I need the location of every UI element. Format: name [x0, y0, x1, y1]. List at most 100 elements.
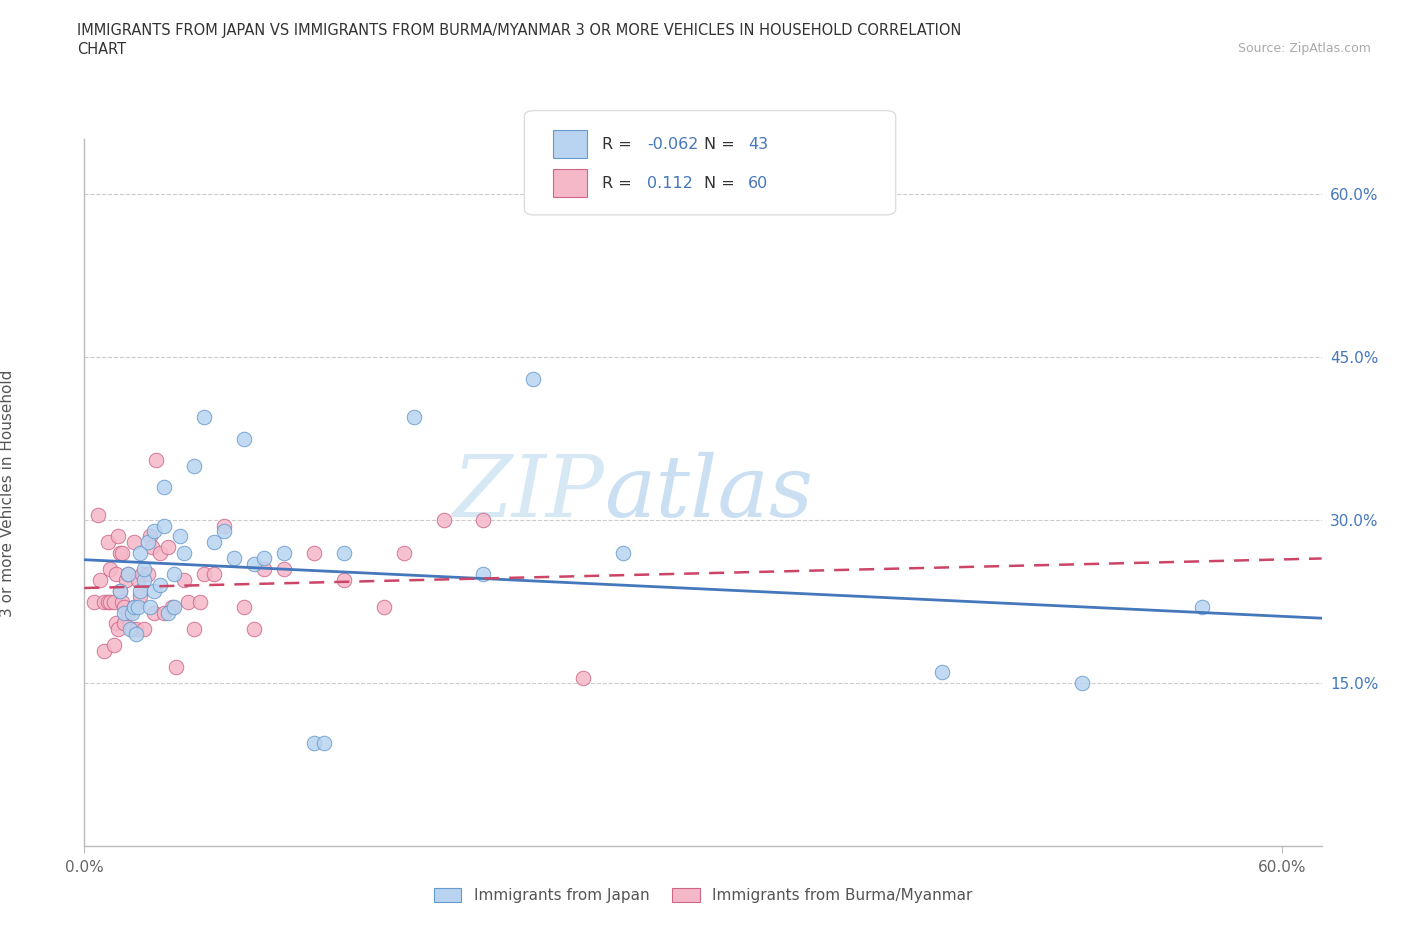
- Point: [153, 518, 176, 533]
- Point: [134, 573, 156, 588]
- Point: [333, 545, 356, 560]
- Point: [143, 605, 166, 620]
- Point: [117, 567, 139, 582]
- Point: [612, 545, 634, 560]
- Point: [134, 562, 156, 577]
- Text: N =: N =: [704, 137, 740, 152]
- Point: [222, 551, 245, 565]
- Point: [193, 567, 215, 582]
- Point: [141, 539, 163, 554]
- Text: R =: R =: [602, 176, 637, 191]
- Point: [253, 562, 276, 577]
- Point: [139, 600, 162, 615]
- Text: 43: 43: [748, 137, 769, 152]
- Y-axis label: 3 or more Vehicles in Household: 3 or more Vehicles in Household: [0, 369, 15, 617]
- Point: [157, 605, 180, 620]
- Point: [134, 621, 156, 636]
- Point: [373, 600, 395, 615]
- Point: [188, 594, 211, 609]
- Point: [145, 453, 167, 468]
- Text: 60: 60: [748, 176, 769, 191]
- Point: [931, 665, 953, 680]
- Point: [89, 573, 111, 588]
- Point: [160, 600, 183, 615]
- Text: ZIP: ZIP: [453, 452, 605, 534]
- Point: [111, 594, 134, 609]
- Point: [149, 578, 172, 592]
- Point: [333, 573, 356, 588]
- Point: [83, 594, 105, 609]
- Point: [233, 432, 256, 446]
- Point: [125, 627, 148, 642]
- Point: [139, 529, 162, 544]
- Text: 0.112: 0.112: [647, 176, 693, 191]
- Point: [98, 562, 121, 577]
- Text: CHART: CHART: [77, 42, 127, 57]
- Text: N =: N =: [704, 176, 740, 191]
- Text: Source: ZipAtlas.com: Source: ZipAtlas.com: [1237, 42, 1371, 55]
- Point: [111, 545, 134, 560]
- Point: [127, 573, 149, 588]
- Point: [143, 583, 166, 598]
- Point: [177, 594, 200, 609]
- Point: [98, 594, 121, 609]
- Point: [122, 600, 145, 615]
- Point: [472, 512, 495, 527]
- Point: [136, 535, 159, 550]
- Point: [163, 567, 186, 582]
- Point: [153, 480, 176, 495]
- Point: [110, 583, 132, 598]
- Point: [107, 621, 129, 636]
- Point: [253, 551, 276, 565]
- Legend: Immigrants from Japan, Immigrants from Burma/Myanmar: Immigrants from Japan, Immigrants from B…: [427, 882, 979, 910]
- Point: [193, 409, 215, 424]
- Point: [112, 616, 135, 631]
- Point: [107, 529, 129, 544]
- Point: [115, 573, 138, 588]
- Text: atlas: atlas: [605, 452, 813, 534]
- Text: R =: R =: [602, 137, 637, 152]
- Point: [122, 535, 145, 550]
- Point: [110, 583, 132, 598]
- Point: [129, 589, 152, 604]
- Point: [97, 594, 120, 609]
- Point: [120, 621, 142, 636]
- Point: [183, 621, 205, 636]
- Text: IMMIGRANTS FROM JAPAN VS IMMIGRANTS FROM BURMA/MYANMAR 3 OR MORE VEHICLES IN HOU: IMMIGRANTS FROM JAPAN VS IMMIGRANTS FROM…: [77, 23, 962, 38]
- Point: [402, 409, 425, 424]
- Point: [273, 562, 295, 577]
- Point: [165, 659, 187, 674]
- Point: [122, 600, 145, 615]
- Point: [117, 605, 139, 620]
- FancyBboxPatch shape: [553, 169, 588, 197]
- Point: [572, 671, 595, 685]
- Text: -0.062: -0.062: [647, 137, 699, 152]
- Point: [129, 583, 152, 598]
- Point: [153, 605, 176, 620]
- Point: [131, 567, 153, 582]
- Point: [103, 638, 125, 653]
- Point: [87, 507, 110, 522]
- Point: [1191, 600, 1213, 615]
- Point: [110, 545, 132, 560]
- Point: [392, 545, 415, 560]
- Point: [243, 556, 266, 571]
- Point: [173, 545, 195, 560]
- Point: [183, 458, 205, 473]
- Point: [243, 621, 266, 636]
- Point: [127, 600, 149, 615]
- Point: [121, 621, 143, 636]
- Point: [125, 621, 148, 636]
- Point: [1071, 676, 1094, 691]
- Point: [312, 736, 335, 751]
- Point: [112, 605, 135, 620]
- Point: [202, 567, 225, 582]
- Point: [93, 644, 115, 658]
- Point: [212, 524, 235, 538]
- Point: [173, 573, 195, 588]
- Point: [163, 600, 186, 615]
- Point: [93, 594, 115, 609]
- Point: [432, 512, 454, 527]
- Point: [121, 605, 143, 620]
- Point: [105, 567, 128, 582]
